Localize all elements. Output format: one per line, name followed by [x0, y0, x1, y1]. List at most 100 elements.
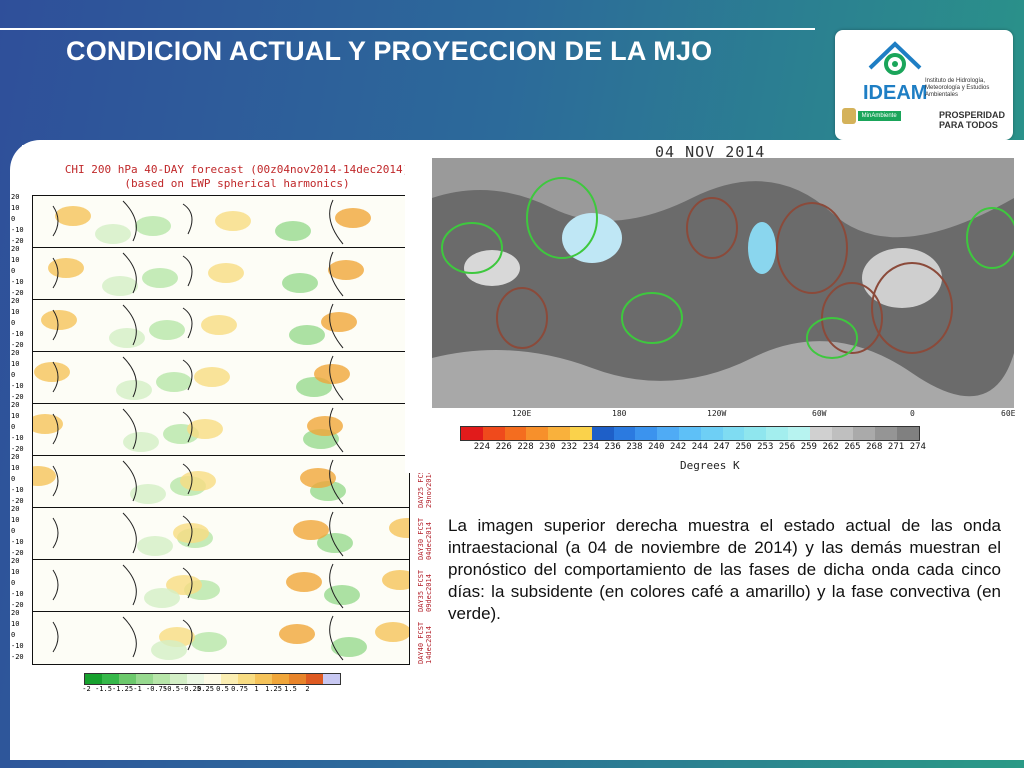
temperature-colorbar-value: 250 — [735, 442, 752, 452]
y-axis-tick: -20 — [11, 497, 24, 505]
temperature-colorbar-segment — [635, 427, 658, 440]
y-axis-tick: 0 — [11, 423, 16, 431]
forecast-panel: 20 10 0 -10 -20 DAY25 FCST 29nov2014 — [11, 453, 433, 509]
y-axis-tick: 20 — [11, 297, 20, 305]
colorbar-tick: -1.5 — [95, 685, 112, 693]
temperature-colorbar-value: 247 — [713, 442, 730, 452]
forecast-panel-shading — [48, 251, 364, 297]
temperature-colorbar-value: 271 — [887, 442, 905, 452]
y-axis-tick: -20 — [11, 341, 24, 349]
description-text: La imagen superior derecha muestra el es… — [448, 516, 1001, 623]
forecast-panel-label: DAY30 FCST 04dec2014 — [417, 517, 433, 560]
y-axis-tick: -20 — [11, 549, 24, 557]
colorbar-tick: -1.25 — [112, 685, 134, 693]
y-axis-tick: 10 — [11, 412, 20, 420]
forecast-panel-shading — [41, 303, 357, 349]
temperature-colorbar-value: 259 — [800, 442, 817, 452]
temperature-colorbar-segment — [482, 427, 505, 440]
temperature-colorbar-value: 274 — [909, 442, 926, 452]
satellite-image-drawing — [432, 158, 1014, 408]
ideam-logo-icon — [868, 41, 922, 75]
temperature-colorbar-segment — [700, 427, 723, 440]
temperature-colorbar-value: 236 — [604, 442, 621, 452]
prosperidad-logo: PROSPERIDAD PARA TODOS — [939, 110, 1005, 130]
y-axis-tick: 10 — [11, 620, 20, 628]
colorbar-tick: -2 — [82, 685, 91, 693]
temperature-colorbar-value: 226 — [495, 442, 512, 452]
temperature-colorbar-segment — [809, 427, 832, 440]
y-axis-tick: 0 — [11, 631, 16, 639]
colorbar-tick: 1.25 — [265, 685, 282, 693]
temperature-colorbar-segment — [526, 427, 549, 440]
forecast-panel-shading — [52, 615, 411, 661]
colorbar-tick: 1.5 — [284, 685, 297, 693]
colorbar-tick: 0.5 — [216, 685, 229, 693]
ideam-logo-text: IDEAM — [863, 82, 928, 104]
map-date: 04 NOV 2014 — [655, 143, 766, 161]
forecast-colorbar-ticks: -2 -1.5 -1.25 -1 -0.75 -0.5 -0.25 0.25 0.5 0.75 1 1… — [78, 685, 316, 693]
forecast-panel-shading — [52, 563, 418, 609]
ideam-logo-subtitle: Instituto de Hidrología, Meteorología y … — [925, 78, 990, 98]
ir-satellite-map: 04 NOV 2014 120 — [405, 143, 1019, 473]
forecast-panel: 20 10 0 -10 -20 DAY35 FCST 09dec2014 — [11, 557, 433, 613]
colorbar-segment — [187, 674, 204, 684]
temperature-colorbar-segment — [853, 427, 876, 440]
colorbar-segment — [102, 674, 119, 684]
colorbar-tick: 2 — [305, 685, 310, 693]
y-axis-tick: 20 — [11, 505, 20, 513]
y-axis-tick: -10 — [11, 382, 24, 390]
colorbar-segment — [170, 674, 187, 684]
y-axis-tick: 0 — [11, 371, 16, 379]
temperature-colorbar-segment — [613, 427, 636, 440]
temperature-colorbar-value: 230 — [539, 442, 556, 452]
temperature-colorbar-segment — [657, 427, 679, 440]
y-axis-tick: 10 — [11, 204, 20, 212]
forecast-panel-shading — [52, 511, 425, 557]
temperature-colorbar-segment — [504, 427, 527, 440]
forecast-panel: 20 10 0 -10 -20 DAY30 FCST 04dec2014 — [11, 505, 433, 561]
colorbar-segment — [323, 674, 340, 684]
ministry-label: MinAmbiente — [857, 111, 901, 121]
temperature-colorbar-value: 262 — [822, 442, 839, 452]
y-axis-tick: -10 — [11, 642, 24, 650]
title-underline — [0, 28, 815, 30]
y-axis-tick: 10 — [11, 516, 20, 524]
temperature-colorbar — [460, 426, 920, 441]
y-axis-tick: 20 — [11, 453, 20, 461]
temperature-colorbar-value: 242 — [669, 442, 687, 452]
temperature-colorbar-segment — [766, 427, 788, 440]
longitude-label: 120E — [512, 409, 532, 418]
satellite-image — [432, 158, 1014, 408]
temperature-colorbar-value: 240 — [648, 442, 665, 452]
prosperidad-line2: PARA TODOS — [939, 120, 998, 130]
y-axis-tick: -10 — [11, 538, 24, 546]
y-axis-tick: -20 — [11, 237, 24, 245]
y-axis-tick: 20 — [11, 401, 20, 409]
colorbar-segment — [204, 674, 221, 684]
y-axis-tick: 10 — [11, 464, 20, 472]
colorbar-segment — [153, 674, 170, 684]
y-axis-tick: -10 — [11, 278, 24, 286]
colorbar-segment — [221, 674, 238, 684]
y-axis-tick: -10 — [11, 486, 24, 494]
temperature-colorbar-segment — [831, 427, 854, 440]
temperature-colorbar-segment — [744, 427, 767, 440]
forecast-colorbar — [84, 673, 341, 685]
y-axis-tick: 0 — [11, 215, 16, 223]
chi200-forecast-figure: CHI 200 hPa 40-DAY forecast (00z04nov201… — [11, 145, 433, 693]
temperature-colorbar-segment — [591, 427, 614, 440]
temperature-colorbar-value: 228 — [517, 442, 534, 452]
y-axis-tick: 10 — [11, 308, 20, 316]
temperature-colorbar-value: 256 — [778, 442, 796, 452]
forecast-panel-shading — [27, 407, 344, 453]
forecast-panel-label: DAY40 FCST 14dec2014 — [417, 621, 433, 664]
temperature-colorbar-segment — [461, 427, 483, 440]
y-axis-tick: 10 — [11, 256, 20, 264]
y-axis-tick: 0 — [11, 267, 16, 275]
y-axis-tick: 10 — [11, 568, 20, 576]
y-axis-tick: 20 — [11, 349, 20, 357]
temperature-colorbar-segment — [722, 427, 745, 440]
y-axis-tick: 0 — [11, 579, 16, 587]
